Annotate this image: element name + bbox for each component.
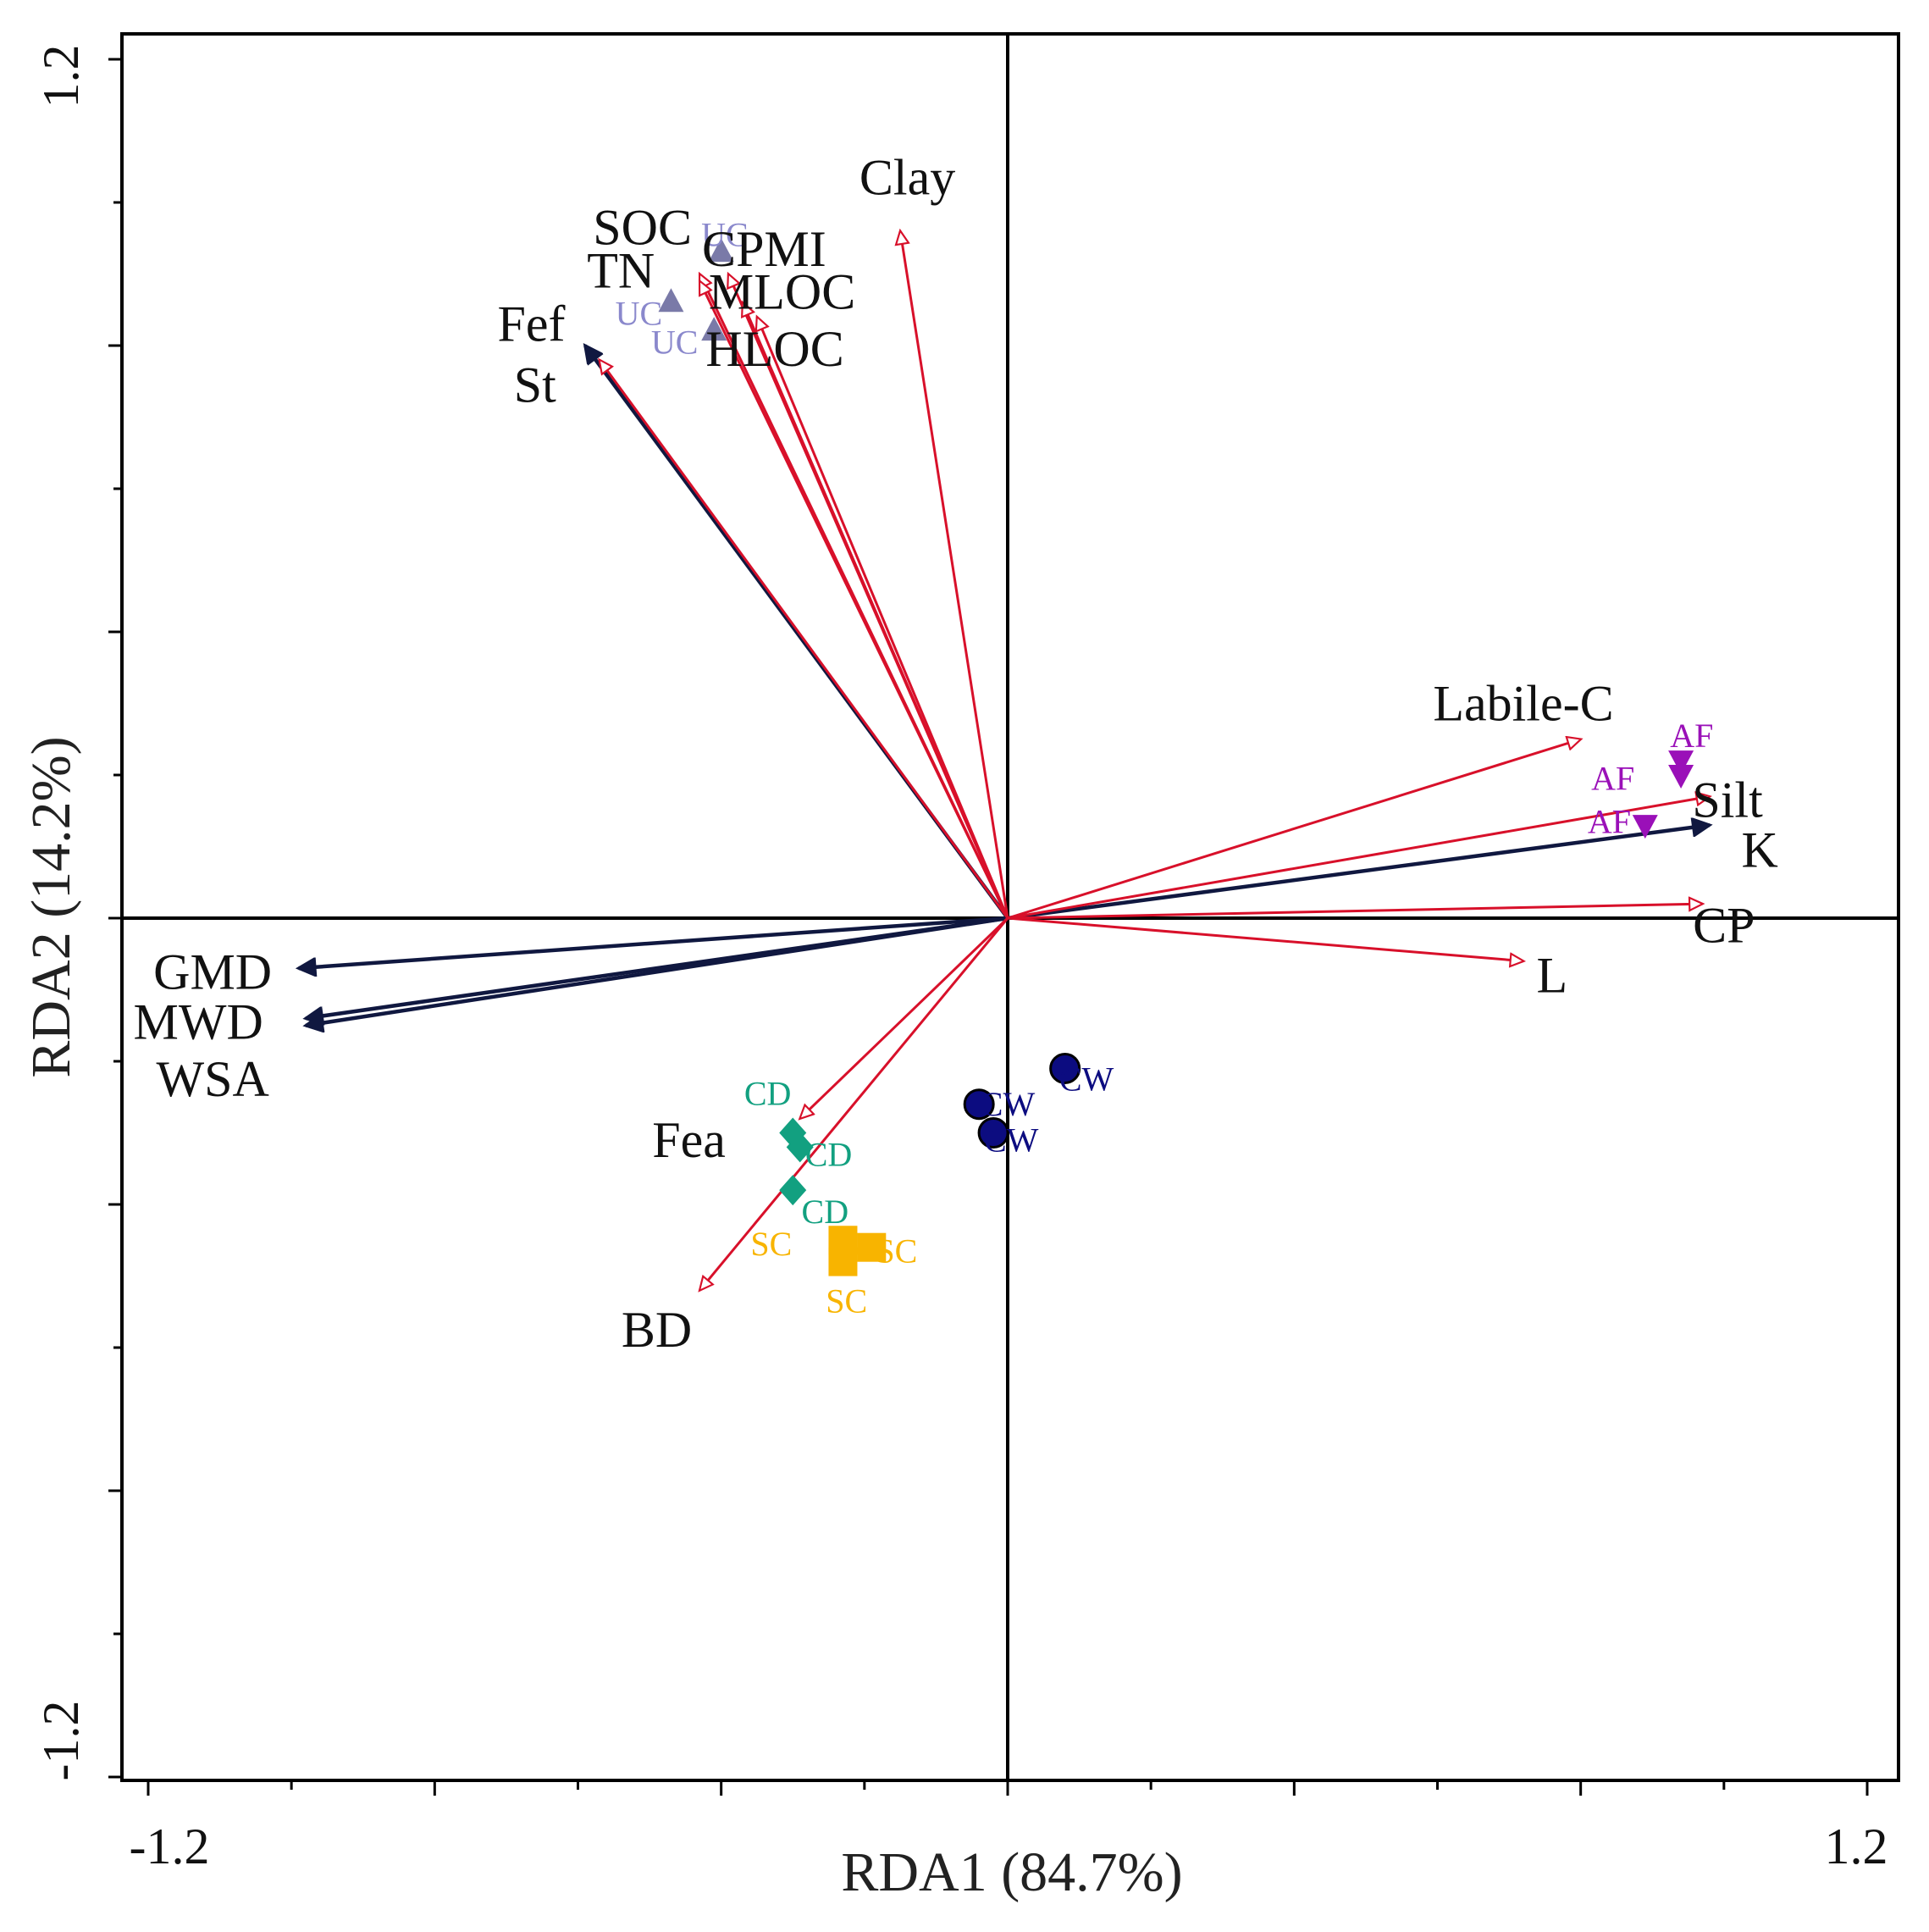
sample-label-af: AF [1670, 717, 1713, 755]
variable-label-soc: SOC [593, 200, 692, 256]
variable-label-hloc: HLOC [705, 321, 843, 377]
variable-label-wsa: WSA [156, 1051, 268, 1107]
sample-point-af [1668, 750, 1694, 775]
explanatory-arrow-mloc [743, 302, 1009, 919]
sample-label-cw: CW [984, 1121, 1039, 1159]
sample-label-cw: CW [981, 1085, 1036, 1123]
variable-label-k: K [1741, 822, 1777, 878]
axis-ticks [108, 58, 1869, 1796]
explanatory-arrow-cp [1007, 904, 1702, 920]
explanatory-arrow-fea [800, 916, 1009, 1119]
sample-label-sc: SC [876, 1232, 917, 1270]
sample-label-uc: UC [616, 294, 663, 332]
variable-label-silt: Silt [1692, 772, 1763, 828]
variable-label-tn: TN [587, 242, 655, 298]
response-arrow-wsa [306, 916, 1009, 1026]
x-axis-title: RDA1 (84.7%) [841, 1841, 1182, 1903]
sample-point-sc [857, 1232, 887, 1262]
sample-point-cw [963, 1088, 995, 1121]
sample-label-uc: UC [651, 323, 699, 361]
sample-point-cd [779, 1175, 807, 1206]
sample-point-uc [708, 238, 734, 263]
variable-label-mloc: MLOC [709, 264, 855, 320]
sample-label-cd: CD [802, 1193, 849, 1231]
sample-label-cd: CD [744, 1075, 792, 1113]
y-axis-title: RDA2 (14.2%) [20, 736, 82, 1077]
sample-label-sc: SC [750, 1225, 792, 1263]
sample-point-af [1668, 765, 1694, 789]
sample-label-cw: CW [1059, 1060, 1114, 1099]
variable-label-mwd: MWD [134, 994, 263, 1050]
variable-label-l: L [1537, 948, 1568, 1004]
explanatory-arrow-hloc [757, 317, 1009, 919]
variable-label-st: St [514, 357, 556, 412]
variable-label-fef: Fef [498, 296, 566, 352]
variable-label-cp: CP [1693, 897, 1755, 953]
sample-label-af: AF [1591, 760, 1634, 798]
explanatory-arrows [600, 231, 1710, 1291]
sample-point-cw [1049, 1052, 1081, 1084]
explanatory-arrow-tn [698, 281, 1009, 919]
sample-point-cw [977, 1117, 1009, 1149]
variable-label-cpmi: CPMI [702, 221, 826, 277]
sample-point-af [1632, 815, 1658, 839]
x-tick-label-min: -1.2 [130, 1819, 210, 1874]
variable-label-bd: BD [622, 1302, 692, 1358]
explanatory-arrow-st [600, 360, 1009, 919]
explanatory-arrow-silt [1007, 796, 1710, 920]
variable-label-fea: Fea [652, 1112, 726, 1168]
sample-label-sc: SC [826, 1282, 867, 1320]
response-arrow-k [1007, 825, 1710, 921]
y-tick-label-min: -1.2 [33, 1701, 89, 1781]
explanatory-arrow-l [1007, 916, 1523, 961]
sample-point-sc [828, 1247, 858, 1276]
sample-label-cd: CD [805, 1135, 853, 1173]
variable-label-gmd: GMD [153, 944, 272, 999]
sample-label-af: AF [1588, 802, 1631, 840]
explanatory-arrow-clay [900, 231, 1009, 919]
y-tick-label-max: 1.2 [33, 45, 89, 108]
explanatory-arrow-labile-c [1007, 739, 1581, 920]
response-arrow-gmd [299, 916, 1009, 968]
sample-point-uc [701, 317, 727, 341]
sample-point-cd [786, 1132, 814, 1163]
sample-points [658, 238, 1694, 1276]
sample-point-uc [658, 288, 684, 313]
variable-label-labile-c: Labile-C [1433, 676, 1613, 732]
variable-label-clay: Clay [859, 149, 955, 205]
x-tick-label-max: 1.2 [1825, 1819, 1888, 1874]
explanatory-arrow-bd [699, 917, 1009, 1290]
sample-label-uc: UC [701, 216, 749, 254]
plot-frame [120, 32, 1900, 1782]
